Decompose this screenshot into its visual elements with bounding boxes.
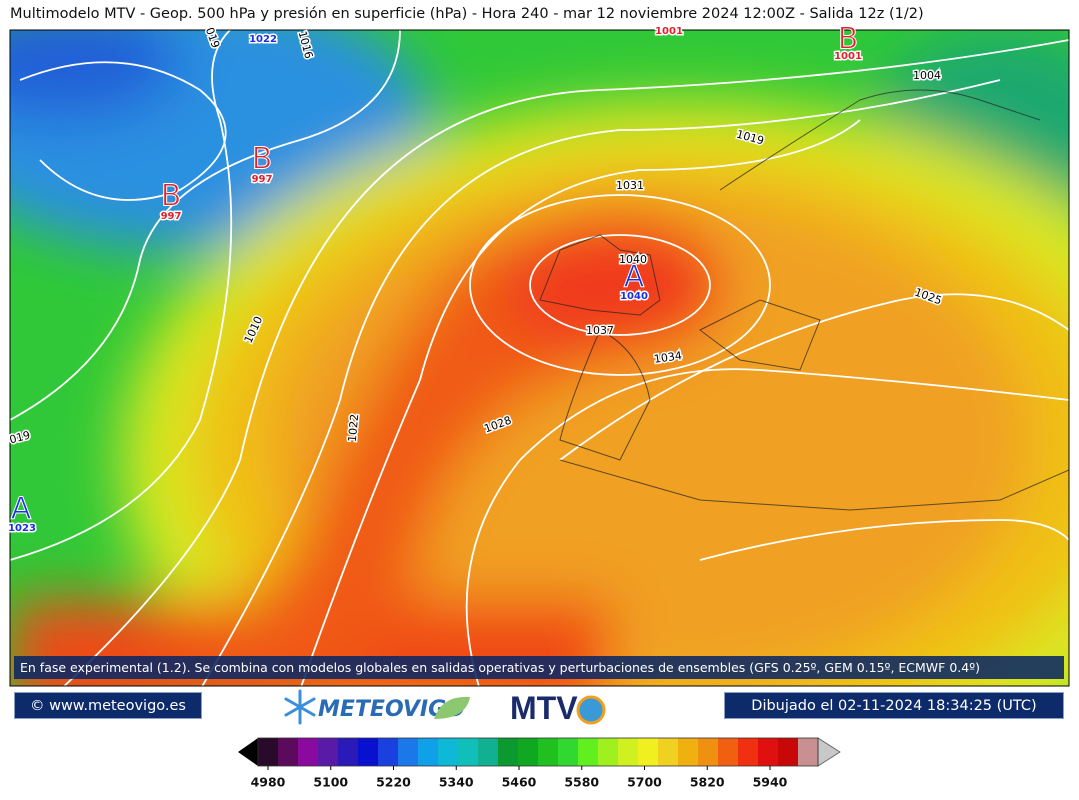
pressure-center-value: 997 — [161, 211, 182, 222]
pressure-center-letter: A — [624, 260, 645, 295]
colorbar-cell — [598, 738, 619, 766]
snowflake-icon — [284, 689, 316, 725]
pressure-center-value: 1001 — [655, 26, 683, 37]
isobar-label: 1037 — [586, 324, 614, 337]
colorbar-tick-label: 5460 — [502, 775, 537, 790]
colorbar-tick-label: 5220 — [376, 775, 411, 790]
colorbar-tick-label: 5700 — [627, 775, 662, 790]
logo-text: MTV — [510, 690, 578, 726]
website[interactable]: © www.meteovigo.es — [14, 692, 202, 719]
pressure-center-letter: B — [252, 142, 273, 177]
colorbar-cell — [658, 738, 679, 766]
colorbar-cell — [738, 738, 759, 766]
pressure-center-letter: B — [161, 179, 182, 214]
pressure-center-letter: A — [11, 492, 32, 527]
colorbar-arrow — [238, 738, 258, 766]
pressure-center-value: 1040 — [620, 291, 648, 302]
map: B 1001 B 997 B 997 A 1040 A 1023 1022 10… — [7, 21, 1070, 687]
colorbar-cell — [758, 738, 779, 766]
map-field — [10, 30, 1069, 686]
colorbar-cell — [798, 738, 819, 766]
colorbar-cell — [478, 738, 499, 766]
colorbar-tick-label: 5340 — [439, 775, 474, 790]
pressure-center-value: 997 — [252, 174, 273, 185]
experimental-note: En fase experimental (1.2). Se combina c… — [14, 656, 1064, 679]
title: Multimodelo MTV - Geop. 500 hPa y presió… — [10, 6, 924, 22]
colorbar-cell — [718, 738, 739, 766]
colorbar-cell — [358, 738, 379, 766]
colorbar-cell — [298, 738, 319, 766]
isobar-label: 1004 — [913, 69, 941, 82]
colorbar-cell — [518, 738, 539, 766]
isobar-label: 1022 — [346, 413, 361, 442]
leaf-icon — [434, 696, 470, 719]
colorbar-tick-label: 5580 — [564, 775, 599, 790]
colorbar-tick-label: 5820 — [690, 775, 725, 790]
pressure-center-letter: B — [838, 22, 859, 57]
colorbar-cell — [618, 738, 639, 766]
drawn-date: Dibujado el 02-11-2024 18:34:25 (UTC) — [724, 692, 1064, 719]
colorbar-cell — [278, 738, 299, 766]
isobar-label: 1040 — [619, 253, 647, 266]
colorbar-cell — [698, 738, 719, 766]
colorbar-cell — [258, 738, 279, 766]
colorbar-cell — [458, 738, 479, 766]
colorbar-arrow — [817, 737, 841, 767]
colorbar-cell — [338, 738, 359, 766]
colorbar-cell — [438, 738, 459, 766]
pressure-center-value: 1022 — [249, 34, 277, 45]
colorbar-cell — [318, 738, 339, 766]
colorbar-cell — [398, 738, 419, 766]
colorbar-frame — [257, 737, 819, 767]
colorbar-cell — [778, 738, 799, 766]
colorbar-cell — [418, 738, 439, 766]
colorbar-tick-label: 4980 — [251, 775, 286, 790]
colorbar-cell — [678, 738, 699, 766]
isobar-label: 1031 — [616, 179, 644, 192]
colorbar-cell — [498, 738, 519, 766]
pressure-center-value: 1023 — [8, 523, 36, 534]
colorbar-cell — [538, 738, 559, 766]
colorbar-cell — [378, 738, 399, 766]
colorbar-cell — [578, 738, 599, 766]
colorbar-tick-label: 5100 — [313, 775, 348, 790]
colorbar-cell — [558, 738, 579, 766]
pressure-center-value: 1001 — [834, 51, 862, 62]
isobar-label: 1034 — [653, 349, 683, 366]
globe-icon — [576, 695, 606, 725]
colorbar-cell — [638, 738, 659, 766]
colorbar: 4980 5100 5220 5340 5460 5580 5700 5820 5940 — [238, 737, 841, 790]
colorbar-tick-label: 5940 — [753, 775, 788, 790]
